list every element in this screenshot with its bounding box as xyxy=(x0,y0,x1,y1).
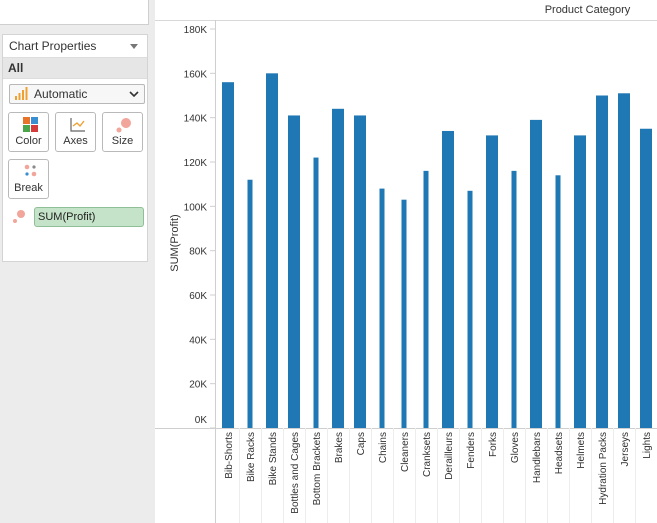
top-shelf-box[interactable] xyxy=(0,0,149,25)
break-button[interactable]: Break xyxy=(8,159,49,199)
chart-properties-title: Chart Properties xyxy=(9,39,97,53)
chart-area xyxy=(155,0,657,523)
size-icon xyxy=(116,118,131,133)
color-icon xyxy=(23,117,38,132)
collapse-caret-icon[interactable] xyxy=(130,43,138,49)
color-button-label: Color xyxy=(15,135,42,147)
chart-properties-card: Chart Properties All Automatic C xyxy=(2,34,148,262)
measure-pill-sum-profit[interactable]: SUM(Profit) xyxy=(34,207,144,227)
mark-type-select[interactable]: Automatic xyxy=(9,84,145,104)
left-panel: Chart Properties All Automatic C xyxy=(0,0,155,523)
size-button[interactable]: Size xyxy=(102,112,143,152)
bar-chart-icon xyxy=(15,87,28,100)
size-dots-icon xyxy=(13,210,25,223)
size-button-label: Size xyxy=(111,135,134,147)
all-filter-row[interactable]: All xyxy=(3,57,147,79)
column-header-product-category: Product Category xyxy=(544,4,631,16)
axes-button[interactable]: Axes xyxy=(55,112,96,152)
break-icon xyxy=(24,164,37,177)
color-button[interactable]: Color xyxy=(8,112,49,152)
mark-type-value: Automatic xyxy=(34,87,88,101)
axes-button-label: Axes xyxy=(63,135,88,147)
chevron-down-icon[interactable] xyxy=(128,88,140,100)
axes-icon xyxy=(70,118,85,132)
break-button-label: Break xyxy=(14,182,43,194)
chart-properties-header[interactable]: Chart Properties xyxy=(3,35,147,57)
